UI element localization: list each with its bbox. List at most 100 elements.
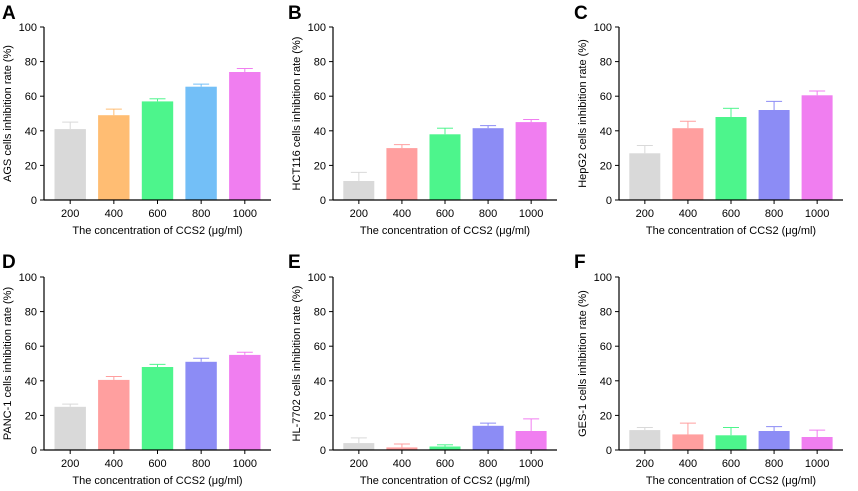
y-tick-label: 20 [314, 160, 326, 172]
chart-panel-b: B 200 400 600 800 1000 0 20 40 60 80 100 The concent… [288, 3, 557, 237]
bar-1000 [801, 437, 833, 450]
bar-600 [429, 446, 461, 450]
x-tick-label: 600 [148, 208, 166, 220]
x-tick-label: 1000 [519, 458, 543, 470]
y-tick-label: 100 [308, 272, 326, 284]
y-tick-label: 40 [25, 126, 37, 138]
x-tick-label: 1000 [519, 208, 543, 220]
x-tick-label: 400 [679, 458, 697, 470]
bar-400 [386, 447, 418, 450]
y-tick-label: 0 [606, 195, 612, 207]
x-tick-label: 800 [192, 458, 210, 470]
bar-1000 [229, 72, 261, 200]
x-tick-label: 200 [61, 458, 79, 470]
bar-1000 [229, 354, 261, 450]
y-axis-title: HCT116 cells inhibition rate (%) [291, 37, 303, 191]
y-tick-label: 60 [600, 341, 612, 353]
y-axis-title: HepG2 cells inhibition rate (%) [577, 39, 589, 188]
y-tick-label: 80 [600, 57, 612, 69]
panel-letter: D [2, 252, 16, 273]
y-axis-title: HL-7702 cells inhibition rate (%) [291, 286, 303, 442]
y-tick-label: 100 [594, 272, 612, 284]
bar-800 [472, 425, 504, 450]
bar-400 [98, 379, 130, 450]
x-tick-label: 400 [105, 458, 123, 470]
panel-letter: B [288, 3, 302, 24]
y-tick-label: 60 [25, 91, 37, 103]
x-tick-label: 200 [636, 458, 654, 470]
y-tick-label: 20 [25, 410, 37, 422]
y-tick-label: 80 [600, 307, 612, 319]
bar-400 [672, 434, 704, 450]
bar-600 [715, 435, 747, 450]
bar-200 [343, 443, 375, 450]
x-axis-title: The concentration of CCS2 (μg/ml) [646, 225, 816, 237]
bar-200 [343, 181, 375, 200]
bar-800 [472, 128, 504, 200]
bar-200 [54, 129, 86, 200]
y-tick-label: 40 [25, 376, 37, 388]
x-tick-label: 600 [722, 208, 740, 220]
chart-panel-f: F 200 400 600 800 1000 0 20 40 60 80 100 The concent… [574, 252, 843, 487]
y-tick-label: 80 [314, 307, 326, 319]
y-tick-label: 80 [314, 57, 326, 69]
x-tick-label: 600 [722, 458, 740, 470]
y-tick-label: 100 [594, 22, 612, 34]
x-tick-label: 400 [105, 208, 123, 220]
bar-600 [429, 134, 461, 200]
bar-600 [141, 367, 174, 450]
x-axis-title: The concentration of CCS2 (μg/ml) [72, 225, 242, 237]
bar-1000 [515, 122, 547, 200]
bar-600 [715, 117, 747, 200]
x-tick-label: 800 [765, 458, 783, 470]
x-tick-label: 400 [393, 208, 411, 220]
bar-200 [629, 430, 661, 450]
panel-letter: E [288, 252, 301, 273]
chart-panel-d: D 200 400 600 800 1000 0 20 40 60 80 100 The concent… [2, 252, 271, 487]
y-tick-label: 20 [25, 160, 37, 172]
x-tick-label: 800 [479, 458, 497, 470]
panel-letter: F [574, 252, 586, 273]
x-axis-title: The concentration of CCS2 (μg/ml) [646, 475, 816, 487]
x-axis-title: The concentration of CCS2 (μg/ml) [72, 475, 242, 487]
y-tick-label: 20 [600, 410, 612, 422]
y-tick-label: 80 [25, 57, 37, 69]
y-tick-label: 0 [31, 195, 37, 207]
y-axis-title: AGS cells inhibition rate (%) [2, 45, 14, 182]
y-tick-label: 80 [25, 307, 37, 319]
x-tick-label: 400 [679, 208, 697, 220]
y-axis-title: PANC-1 cells inhibition rate (%) [2, 287, 14, 440]
x-tick-label: 1000 [233, 208, 257, 220]
bar-400 [386, 148, 418, 200]
x-tick-label: 1000 [233, 458, 257, 470]
x-tick-label: 600 [436, 208, 454, 220]
y-tick-label: 100 [19, 22, 37, 34]
x-tick-label: 800 [765, 208, 783, 220]
bar-800 [758, 431, 790, 450]
bar-200 [54, 406, 86, 451]
y-tick-label: 60 [314, 341, 326, 353]
bar-1000 [801, 95, 833, 200]
y-tick-label: 20 [314, 410, 326, 422]
x-axis-title: The concentration of CCS2 (μg/ml) [360, 475, 530, 487]
y-tick-label: 100 [19, 272, 37, 284]
y-tick-label: 60 [600, 91, 612, 103]
y-tick-label: 40 [600, 376, 612, 388]
x-tick-label: 200 [350, 208, 368, 220]
y-tick-label: 40 [600, 126, 612, 138]
x-tick-label: 1000 [805, 458, 829, 470]
bar-400 [98, 115, 130, 200]
y-tick-label: 20 [600, 160, 612, 172]
y-tick-label: 40 [314, 376, 326, 388]
x-tick-label: 800 [192, 208, 210, 220]
chart-panel-c: C 200 400 600 800 1000 0 20 40 60 80 100 The concent… [574, 3, 843, 237]
panel-letter: A [2, 3, 16, 24]
panel-letter: C [574, 3, 588, 24]
x-tick-label: 1000 [805, 208, 829, 220]
x-tick-label: 200 [61, 208, 79, 220]
bar-1000 [515, 431, 547, 450]
y-tick-label: 0 [31, 445, 37, 457]
bar-800 [758, 110, 790, 200]
bar-200 [629, 153, 661, 200]
